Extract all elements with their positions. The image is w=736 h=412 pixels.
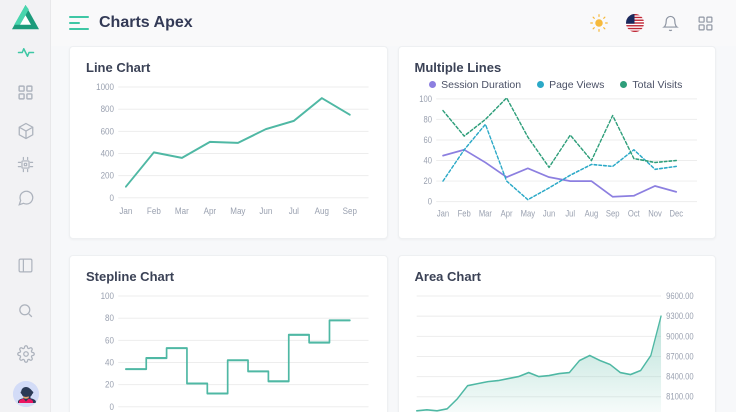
svg-text:Feb: Feb bbox=[147, 205, 161, 216]
svg-text:Jul: Jul bbox=[565, 209, 575, 219]
svg-text:May: May bbox=[520, 209, 535, 219]
svg-text:0: 0 bbox=[427, 197, 432, 207]
svg-text:600: 600 bbox=[101, 126, 115, 137]
svg-text:Oct: Oct bbox=[627, 209, 640, 219]
svg-text:Nov: Nov bbox=[648, 209, 662, 219]
svg-text:Apr: Apr bbox=[204, 205, 217, 216]
svg-text:Jun: Jun bbox=[542, 209, 555, 219]
svg-text:Aug: Aug bbox=[584, 209, 598, 219]
svg-text:9600.00: 9600.00 bbox=[666, 290, 694, 301]
svg-text:Sep: Sep bbox=[343, 205, 357, 216]
svg-text:20: 20 bbox=[423, 177, 432, 187]
svg-text:8700.00: 8700.00 bbox=[666, 351, 694, 362]
svg-text:May: May bbox=[230, 205, 246, 216]
svg-text:Aug: Aug bbox=[315, 205, 329, 216]
svg-text:Sep: Sep bbox=[605, 209, 619, 219]
svg-text:0: 0 bbox=[110, 401, 115, 412]
svg-text:8100.00: 8100.00 bbox=[666, 391, 694, 402]
svg-text:Jan: Jan bbox=[119, 205, 132, 216]
svg-text:200: 200 bbox=[101, 170, 115, 181]
svg-text:0: 0 bbox=[110, 192, 115, 203]
svg-text:40: 40 bbox=[423, 156, 432, 166]
svg-text:Feb: Feb bbox=[457, 209, 471, 219]
svg-text:9300.00: 9300.00 bbox=[666, 311, 694, 322]
svg-text:80: 80 bbox=[423, 115, 432, 125]
svg-text:100: 100 bbox=[419, 94, 432, 104]
svg-text:Jan: Jan bbox=[436, 209, 449, 219]
svg-text:Jun: Jun bbox=[259, 205, 272, 216]
svg-text:Dec: Dec bbox=[669, 209, 683, 219]
svg-text:Apr: Apr bbox=[500, 209, 512, 219]
svg-text:20: 20 bbox=[105, 379, 114, 390]
svg-text:400: 400 bbox=[101, 148, 115, 159]
svg-text:Mar: Mar bbox=[478, 209, 491, 219]
svg-text:Mar: Mar bbox=[175, 205, 189, 216]
svg-text:800: 800 bbox=[101, 104, 115, 115]
svg-text:8400.00: 8400.00 bbox=[666, 371, 694, 382]
svg-text:9000.00: 9000.00 bbox=[666, 331, 694, 342]
svg-text:60: 60 bbox=[105, 335, 114, 346]
svg-text:80: 80 bbox=[105, 313, 114, 324]
svg-text:60: 60 bbox=[423, 135, 432, 145]
svg-text:1000: 1000 bbox=[96, 81, 114, 92]
svg-text:100: 100 bbox=[101, 290, 115, 301]
svg-text:Jul: Jul bbox=[289, 205, 299, 216]
svg-text:40: 40 bbox=[105, 357, 114, 368]
